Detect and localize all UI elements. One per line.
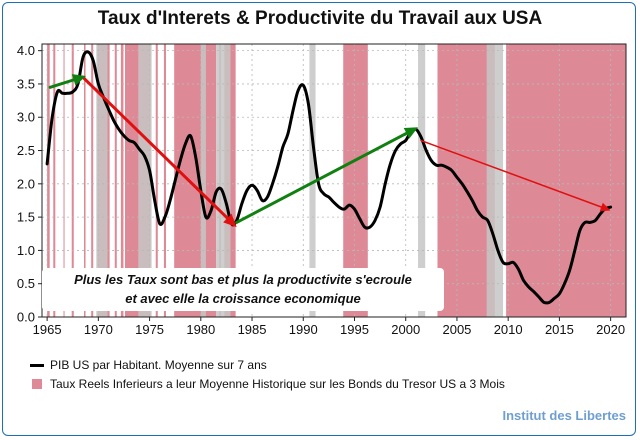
x-tick-label: 2010 (494, 322, 523, 337)
annotation-box: Plus les Taux sont bas et plus la produc… (42, 268, 444, 311)
legend-line-swatch (30, 363, 44, 367)
x-tick-label: 2000 (391, 322, 420, 337)
trend-arrow-shaft (48, 78, 76, 89)
shaded-period (63, 44, 65, 317)
legend-label-series: PIB US par Habitant. Moyenne sur 7 ans (50, 358, 267, 372)
y-tick-label: 0.0 (17, 310, 35, 325)
y-tick-label: 3.5 (17, 76, 35, 91)
recession-period (216, 44, 231, 317)
x-tick-label: 2015 (545, 322, 574, 337)
recession-period (200, 44, 206, 317)
annotation-line-1: Plus les Taux sont bas et plus la produc… (74, 272, 412, 287)
legend-item-shaded: Taux Reels Inferieurs a leur Moyenne His… (30, 377, 505, 391)
y-tick-label: 1.0 (17, 243, 35, 258)
annotation-line-2: et avec elle la croissance economique (125, 291, 361, 306)
x-tick-label: 1970 (84, 322, 113, 337)
shaded-period (114, 44, 117, 317)
y-tick-label: 1.5 (17, 210, 35, 225)
x-tick-label: 1965 (33, 322, 62, 337)
legend-shade-swatch (32, 379, 42, 389)
shaded-period (53, 44, 56, 317)
chart-title: Taux d'Interets & Productivite du Travai… (97, 8, 543, 29)
trend-arrow-head (599, 202, 611, 212)
shaded-period (91, 44, 94, 317)
trend-arrow-shaft (81, 75, 229, 220)
shaded-period (506, 44, 626, 317)
recession-period (418, 44, 426, 317)
x-tick-label: 1990 (289, 322, 318, 337)
x-tick-label: 1975 (135, 322, 164, 337)
series-layer (45, 50, 613, 305)
recession-period (486, 44, 504, 317)
source-label: Institut des Libertes (502, 408, 626, 423)
shaded-period (71, 44, 74, 317)
x-tick-label: 2005 (442, 322, 471, 337)
legend-item-series: PIB US par Habitant. Moyenne sur 7 ans (30, 358, 267, 372)
x-tick-label: 1995 (340, 322, 369, 337)
x-tick-label: 1980 (186, 322, 215, 337)
shaded-period (437, 44, 495, 317)
y-tick-label: 2.5 (17, 143, 35, 158)
recession-period (309, 44, 316, 317)
series-line (45, 50, 613, 305)
y-tick-label: 4.0 (17, 43, 35, 58)
y-tick-label: 3.0 (17, 110, 35, 125)
shaded-period (47, 44, 50, 317)
trend-arrow-head (71, 74, 87, 86)
x-tick-label: 1985 (238, 322, 267, 337)
recession-period (96, 44, 108, 317)
trend-arrow-shaft (235, 131, 409, 224)
shaded-period (120, 44, 124, 317)
shaded-period (155, 44, 158, 317)
trend-arrow-head (223, 213, 237, 228)
trend-arrow-head (403, 127, 419, 139)
plot-border (41, 43, 627, 318)
y-tick-label: 2.0 (17, 176, 35, 191)
arrows-layer (48, 74, 611, 228)
axes: 1965 1970 1975 1980 1985 1990 1995 2000 2005 2010… (17, 43, 627, 337)
x-tick-label: 2020 (596, 322, 625, 337)
y-tick-label: 0.5 (17, 276, 35, 291)
recession-period (138, 44, 152, 317)
shaded-period (163, 44, 166, 317)
shaded-period (84, 44, 86, 317)
trend-arrow-shaft (420, 139, 602, 208)
legend-label-shaded: Taux Reels Inferieurs a leur Moyenne His… (50, 377, 505, 391)
